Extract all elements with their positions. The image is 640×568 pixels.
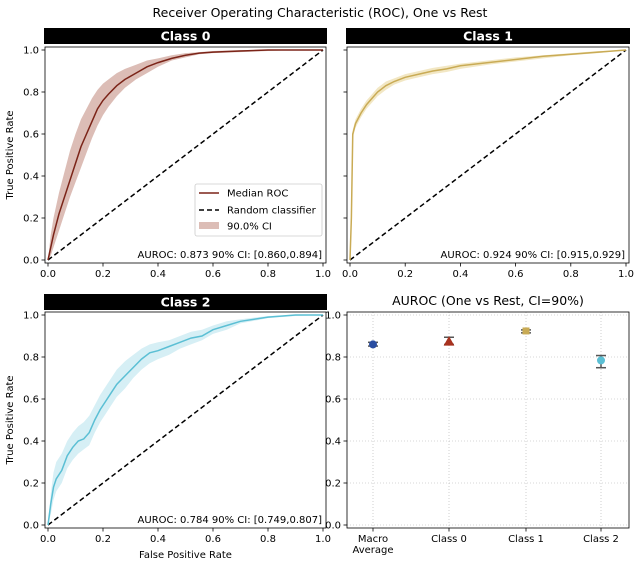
legend-median-label: Median ROC [227,189,288,200]
x-tick-label: 0.0 [342,269,358,280]
legend-ci-label: 90.0% CI [227,222,272,233]
summary-title: AUROC (One vs Rest, CI=90%) [392,293,584,308]
roc-panel-0: Class 0 0.0 0.2 0.4 0.6 0.8 1.0 0.0 0.2 0.4 0.6 0.8… [5,28,331,280]
x-tick-label: Macro Average [352,534,393,556]
y-axis-label: True Positive Rate [5,375,16,465]
panel-title: Class 2 [161,295,211,310]
x-tick-label: 0.8 [260,269,276,280]
x-tick-label: Class 1 [508,534,544,545]
x-tick-label-line: Average [352,545,393,556]
x-tick-label: 0.8 [563,269,579,280]
x-tick-label: 1.0 [618,269,634,280]
roc-panel-2: Class 2 0.0 0.2 0.4 0.6 0.8 1.0 0.0 0.2 0.4 0.6 0.8… [5,294,331,561]
legend-random-label: Random classifier [227,206,317,217]
median-roc-line [47,49,323,261]
auroc-annotation: AUROC: 0.924 90% CI: [0.915,0.929] [441,250,626,261]
y-tick-label: 0.8 [23,88,39,99]
y-tick-label: 0.4 [23,437,39,448]
y-tick-label: 0.2 [325,479,341,490]
x-tick-label: 0.2 [397,269,413,280]
auroc-annotation: AUROC: 0.784 90% CI: [0.749,0.807] [138,515,323,526]
point-marker [522,327,530,335]
x-tick-label: Class 2 [583,534,619,545]
x-tick-label: 0.4 [150,269,166,280]
axes-frame [346,311,630,529]
point-marker [369,340,377,349]
x-tick-label: 0.6 [205,534,221,545]
x-tick-label: 0.6 [508,269,524,280]
x-tick-label: 0.6 [205,269,221,280]
axes-frame [44,311,327,529]
y-tick-label: 0.8 [23,353,39,364]
median-roc-line [47,314,323,526]
y-tick-label: 0.4 [325,437,341,448]
y-tick-label: 1.0 [325,311,341,322]
x-tick-label: 0.2 [95,534,111,545]
y-tick-label: 0.8 [325,353,341,364]
y-tick-label: 0.0 [23,521,39,532]
panel-banner [44,28,327,44]
axes-frame [346,46,630,264]
roc-panel-1: Class 1 0.0 0.2 0.4 0.6 0.8 1.0 AUROC: 0.924 90… [342,28,634,280]
y-tick-label: 1.0 [23,46,39,57]
y-tick-label: 0.4 [23,172,39,183]
panel-title: Class 1 [463,29,513,44]
y-tick-label: 1.0 [23,311,39,322]
x-tick-label: 0.0 [40,269,56,280]
y-tick-label: 0.6 [23,395,39,406]
panel-banner [44,294,327,310]
random-classifier-line [47,49,324,261]
figure-title: Receiver Operating Characteristic (ROC),… [153,5,488,20]
axes-frame [44,46,327,264]
y-tick-label: 0.0 [325,521,341,532]
auroc-summary-panel: AUROC (One vs Rest, CI=90%) 0.0 0.2 0.4 0.6 0… [325,293,630,556]
point-marker [443,336,455,346]
legend-ci-swatch [199,222,219,229]
x-tick-label: 0.2 [95,269,111,280]
x-tick-label-line: Class 1 [508,534,544,545]
x-axis-label: False Positive Rate [139,550,232,561]
x-tick-label: 0.4 [150,534,166,545]
auroc-annotation: AUROC: 0.873 90% CI: [0.860,0.894] [138,250,323,261]
y-tick-label: 0.6 [23,130,39,141]
random-classifier-line [47,314,324,526]
x-tick-label: 1.0 [315,269,331,280]
x-tick-label: 0.4 [452,269,468,280]
x-tick-label-line: Class 0 [431,534,467,545]
y-axis-label: True Positive Rate [5,110,16,200]
legend-box [194,183,323,237]
y-tick-label: 0.0 [23,256,39,267]
x-tick-label-line: Class 2 [583,534,619,545]
y-tick-label: 0.2 [23,214,39,225]
x-tick-label: 0.8 [260,534,276,545]
x-tick-label-line: Macro [358,534,388,545]
panel-banner [346,28,630,44]
random-classifier-line [349,49,627,261]
panel-title: Class 0 [161,29,211,44]
point-marker [597,356,605,365]
x-tick-label: 1.0 [315,534,331,545]
x-tick-label: Class 0 [431,534,467,545]
median-roc-line [349,49,627,261]
x-tick-label: 0.0 [40,534,56,545]
y-tick-label: 0.2 [23,479,39,490]
y-tick-label: 0.6 [325,395,341,406]
